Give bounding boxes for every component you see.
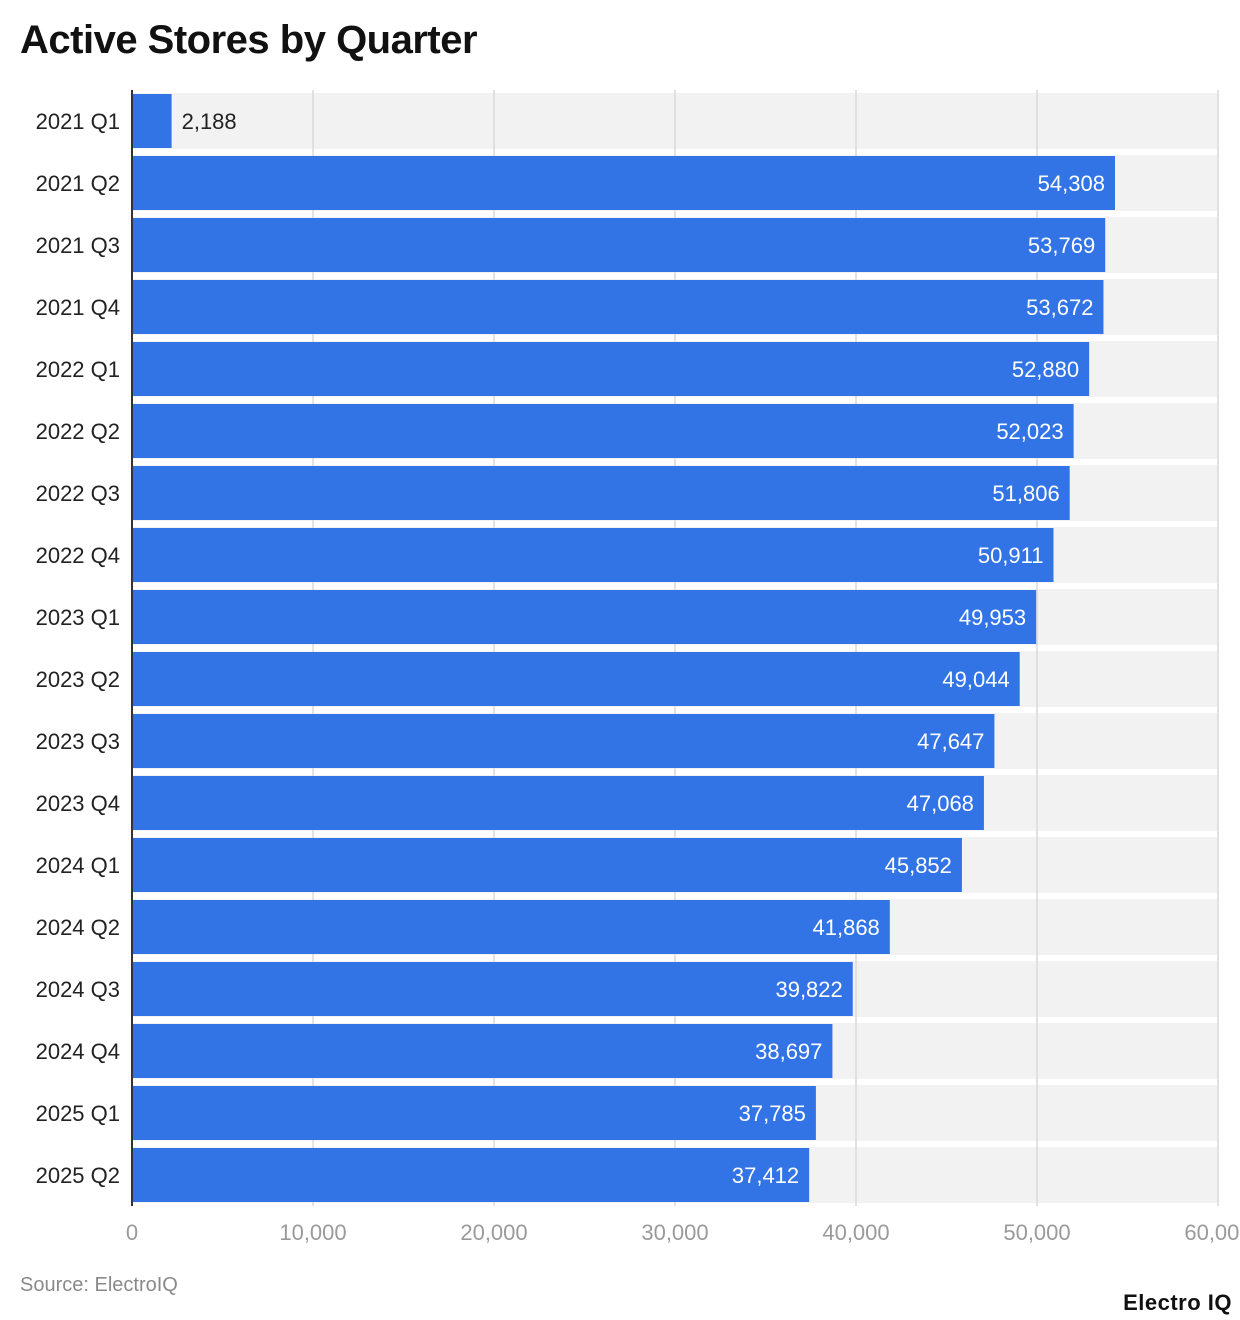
category-label: 2022 Q2 [36,419,120,444]
bar [132,342,1090,396]
category-label: 2025 Q2 [36,1163,120,1188]
x-tick-label: 60,000 [1184,1220,1240,1245]
x-tick-label: 30,000 [641,1220,708,1245]
x-tick-label: 40,000 [822,1220,889,1245]
value-label: 37,785 [739,1101,806,1126]
category-label: 2024 Q4 [36,1039,120,1064]
bar [132,280,1104,334]
bar [132,590,1037,644]
bar [132,1148,810,1202]
x-axis-ticks: 0 10,000 20,000 30,000 40,000 50,000 60,000 [126,1220,1240,1245]
value-label: 49,044 [942,667,1009,692]
category-label: 2021 Q1 [36,109,120,134]
x-tick-label: 10,000 [279,1220,346,1245]
value-label: 53,769 [1028,233,1095,258]
bar [132,1024,833,1078]
bars [132,94,1115,1202]
bar [132,962,853,1016]
category-label: 2025 Q1 [36,1101,120,1126]
value-label: 49,953 [959,605,1026,630]
category-label: 2021 Q4 [36,295,120,320]
value-label: 50,911 [978,543,1044,568]
category-label: 2024 Q3 [36,977,120,1002]
gridlines [312,90,1219,1206]
bar [132,714,995,768]
bar [132,94,172,148]
category-label: 2021 Q2 [36,171,120,196]
value-label: 47,068 [907,791,974,816]
bar [132,900,890,954]
value-label: 53,672 [1026,295,1093,320]
bar [132,156,1115,210]
category-label: 2021 Q3 [36,233,120,258]
category-label: 2024 Q1 [36,853,120,878]
brand-logo-text: Electro IQ [1123,1290,1232,1315]
bar [132,404,1074,458]
bar [132,218,1106,272]
x-tick-label: 50,000 [1003,1220,1070,1245]
source-note: Source: ElectroIQ [20,1274,178,1296]
value-label: 41,868 [813,915,880,940]
x-tick-label: 0 [126,1220,138,1245]
bar [132,838,962,892]
bar [132,652,1020,706]
bar [132,776,984,830]
bar [132,528,1054,582]
value-label: 38,697 [755,1039,822,1064]
bar [132,1086,816,1140]
category-label: 2022 Q4 [36,543,120,568]
bar [132,466,1070,520]
chart-title: Active Stores by Quarter [20,18,478,62]
value-label: 37,412 [732,1163,799,1188]
value-label: 52,880 [1012,357,1079,382]
value-label: 45,852 [885,853,952,878]
category-label: 2023 Q3 [36,729,120,754]
x-tick-label: 20,000 [460,1220,527,1245]
category-label: 2023 Q1 [36,605,120,630]
value-label: 39,822 [775,977,842,1002]
category-labels: 2021 Q1 2021 Q2 2021 Q3 2021 Q4 2022 Q1 2022 … [36,109,120,1188]
value-labels: 2,188 54,308 53,769 53,672 52,880 52,023 51,80… [182,109,1105,1188]
category-label: 2024 Q2 [36,915,120,940]
category-label: 2022 Q3 [36,481,120,506]
value-label: 51,806 [992,481,1059,506]
value-label: 52,023 [996,419,1063,444]
value-label: 54,308 [1038,171,1105,196]
category-label: 2023 Q2 [36,667,120,692]
category-label: 2023 Q4 [36,791,120,816]
value-label: 2,188 [182,109,237,134]
value-label: 47,647 [917,729,984,754]
category-label: 2022 Q1 [36,357,120,382]
